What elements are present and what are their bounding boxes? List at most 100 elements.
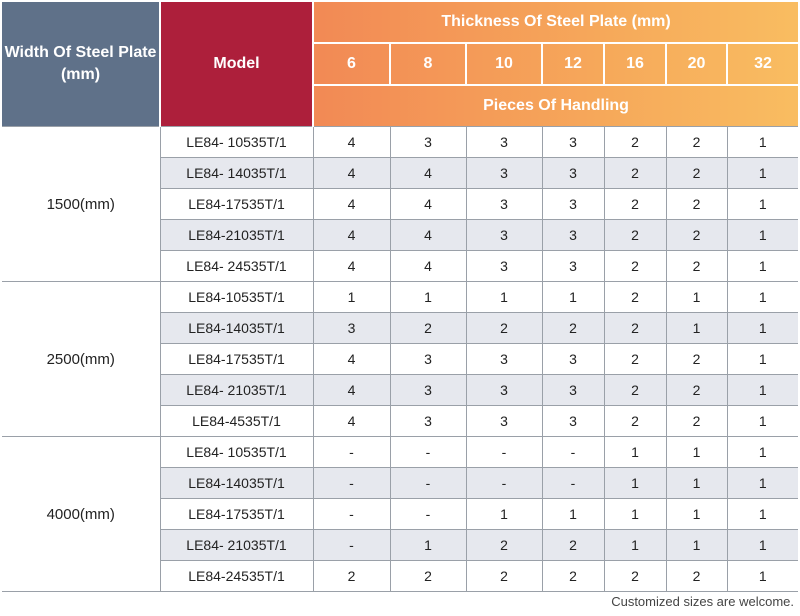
pieces-cell: 4 bbox=[389, 157, 467, 189]
pieces-cell: 1 bbox=[726, 405, 799, 437]
thickness-col-header: 16 bbox=[604, 43, 667, 86]
pieces-cell: 2 bbox=[603, 188, 667, 220]
pieces-cell: 4 bbox=[312, 157, 391, 189]
model-cell: LE84- 24535T/1 bbox=[159, 250, 314, 282]
pieces-cell: 2 bbox=[603, 312, 667, 344]
pieces-cell: 1 bbox=[726, 436, 799, 468]
pieces-cell: 1 bbox=[726, 126, 799, 158]
pieces-cell: 1 bbox=[603, 467, 667, 499]
table-row: LE84-17535T/1- -1 1 1 1 1 bbox=[2, 498, 799, 530]
pieces-cell: 3 bbox=[541, 188, 605, 220]
model-cell: LE84- 21035T/1 bbox=[159, 529, 314, 561]
model-cell: LE84-4535T/1 bbox=[159, 405, 314, 437]
pieces-cell: - bbox=[312, 529, 391, 561]
model-cell: LE84-14035T/1 bbox=[159, 467, 314, 499]
pieces-cell: 4 bbox=[312, 219, 391, 251]
pieces-cell: 3 bbox=[465, 250, 543, 282]
table-row: LE84-17535T/1 4 3 3 3 2 2 1 bbox=[2, 343, 799, 375]
pieces-cell: 2 bbox=[665, 219, 728, 251]
pieces-cell: 3 bbox=[389, 343, 467, 375]
pieces-cell: 2 bbox=[603, 157, 667, 189]
thickness-col-header: 12 bbox=[542, 43, 605, 86]
pieces-cell: - bbox=[312, 436, 391, 468]
table-row: LE84-14035T/1- - - -1 1 1 bbox=[2, 467, 799, 499]
pieces-cell: 2 bbox=[603, 219, 667, 251]
pieces-cell: 4 bbox=[312, 374, 391, 406]
pieces-cell: 1 bbox=[603, 529, 667, 561]
pieces-cell: 1 bbox=[541, 281, 605, 313]
pieces-cell: - bbox=[389, 498, 467, 530]
pieces-cell: 2 bbox=[665, 374, 728, 406]
pieces-cell: 2 bbox=[665, 126, 728, 158]
thickness-values-row: 6 8 10 12 16 20 32 bbox=[2, 43, 799, 86]
pieces-cell: - bbox=[312, 498, 391, 530]
pieces-cell: 2 bbox=[541, 529, 605, 561]
pieces-cell: 4 bbox=[312, 343, 391, 375]
pieces-cell: 2 bbox=[665, 188, 728, 220]
pieces-cell: 4 bbox=[312, 188, 391, 220]
table-row: LE84-4535T/1 4 3 3 3 2 2 1 bbox=[2, 405, 799, 437]
pieces-cell: - bbox=[541, 467, 605, 499]
pieces-cell: 3 bbox=[541, 250, 605, 282]
pieces-cell: 3 bbox=[465, 343, 543, 375]
table-row: LE84- 21035T/1 4 3 3 3 2 2 1 bbox=[2, 374, 799, 406]
pieces-cell: 2 bbox=[603, 250, 667, 282]
model-cell: LE84- 10535T/1 bbox=[159, 126, 314, 158]
pieces-cell: 2 bbox=[465, 312, 543, 344]
pieces-cell: - bbox=[465, 436, 543, 468]
pieces-cell: 4 bbox=[389, 188, 467, 220]
pieces-cell: 1 bbox=[726, 374, 799, 406]
model-cell: LE84-21035T/1 bbox=[159, 219, 314, 251]
table-row: LE84-14035T/1 3 2 2 2 2 1 1 bbox=[2, 312, 799, 344]
pieces-cell: 1 bbox=[726, 188, 799, 220]
pieces-header: Pieces Of Handling bbox=[313, 85, 799, 127]
pieces-cell: 1 bbox=[465, 498, 543, 530]
table-row: LE84-24535T/1 2 2 2 2 2 2 1 bbox=[2, 560, 799, 592]
pieces-cell: 3 bbox=[541, 126, 605, 158]
table-row: LE84- 21035T/1-1 2 2 1 1 1 bbox=[2, 529, 799, 561]
width-cell: 1500(mm) bbox=[2, 126, 161, 282]
pieces-cell: 3 bbox=[541, 374, 605, 406]
pieces-cell: 2 bbox=[541, 560, 605, 592]
pieces-cell: 1 bbox=[726, 219, 799, 251]
pieces-cell: 3 bbox=[465, 126, 543, 158]
thickness-header: Thickness Of Steel Plate (mm) bbox=[313, 2, 799, 44]
model-cell: LE84-14035T/1 bbox=[159, 312, 314, 344]
model-cell: LE84- 21035T/1 bbox=[159, 374, 314, 406]
model-header: Model bbox=[160, 2, 314, 127]
pieces-cell: 2 bbox=[389, 560, 467, 592]
width-cell: 4000(mm) bbox=[2, 436, 161, 592]
pieces-cell: 2 bbox=[665, 405, 728, 437]
pieces-cell: - bbox=[389, 467, 467, 499]
table-row: 1500(mm) LE84- 10535T/1 4 3 3 3 2 2 1 bbox=[2, 126, 799, 282]
pieces-cell: 1 bbox=[726, 498, 799, 530]
pieces-cell: 2 bbox=[603, 374, 667, 406]
pieces-cell: 2 bbox=[665, 343, 728, 375]
pieces-cell: 3 bbox=[541, 405, 605, 437]
model-cell: LE84-17535T/1 bbox=[159, 343, 314, 375]
pieces-cell: 1 bbox=[665, 436, 728, 468]
pieces-cell: 3 bbox=[465, 405, 543, 437]
width-cell: 2500(mm) bbox=[2, 281, 161, 437]
table-row: 4000(mm) LE84- 10535T/1- - - -1 1 1 bbox=[2, 436, 799, 592]
model-cell: LE84- 10535T/1 bbox=[159, 436, 314, 468]
pieces-cell: 1 bbox=[726, 281, 799, 313]
pieces-cell: 2 bbox=[665, 250, 728, 282]
pieces-cell: - bbox=[465, 467, 543, 499]
pieces-cell: 2 bbox=[665, 560, 728, 592]
pieces-cell: 1 bbox=[665, 281, 728, 313]
pieces-cell: 3 bbox=[389, 405, 467, 437]
pieces-cell: 1 bbox=[665, 529, 728, 561]
footnote: Customized sizes are welcome. bbox=[611, 594, 794, 609]
pieces-cell: 4 bbox=[389, 250, 467, 282]
model-cell: LE84-10535T/1 bbox=[159, 281, 314, 313]
pieces-cell: 1 bbox=[665, 467, 728, 499]
model-cell: LE84-24535T/1 bbox=[159, 560, 314, 592]
pieces-cell: 1 bbox=[541, 498, 605, 530]
thickness-col-header: 20 bbox=[666, 43, 728, 86]
pieces-cell: 2 bbox=[389, 312, 467, 344]
pieces-cell: 4 bbox=[389, 219, 467, 251]
spec-table-body: 1500(mm) LE84- 10535T/1 4 3 3 3 2 2 1 LE84- 14035… bbox=[2, 126, 799, 592]
pieces-cell: 2 bbox=[603, 405, 667, 437]
width-header: Width Of Steel Plate (mm) bbox=[2, 2, 161, 127]
